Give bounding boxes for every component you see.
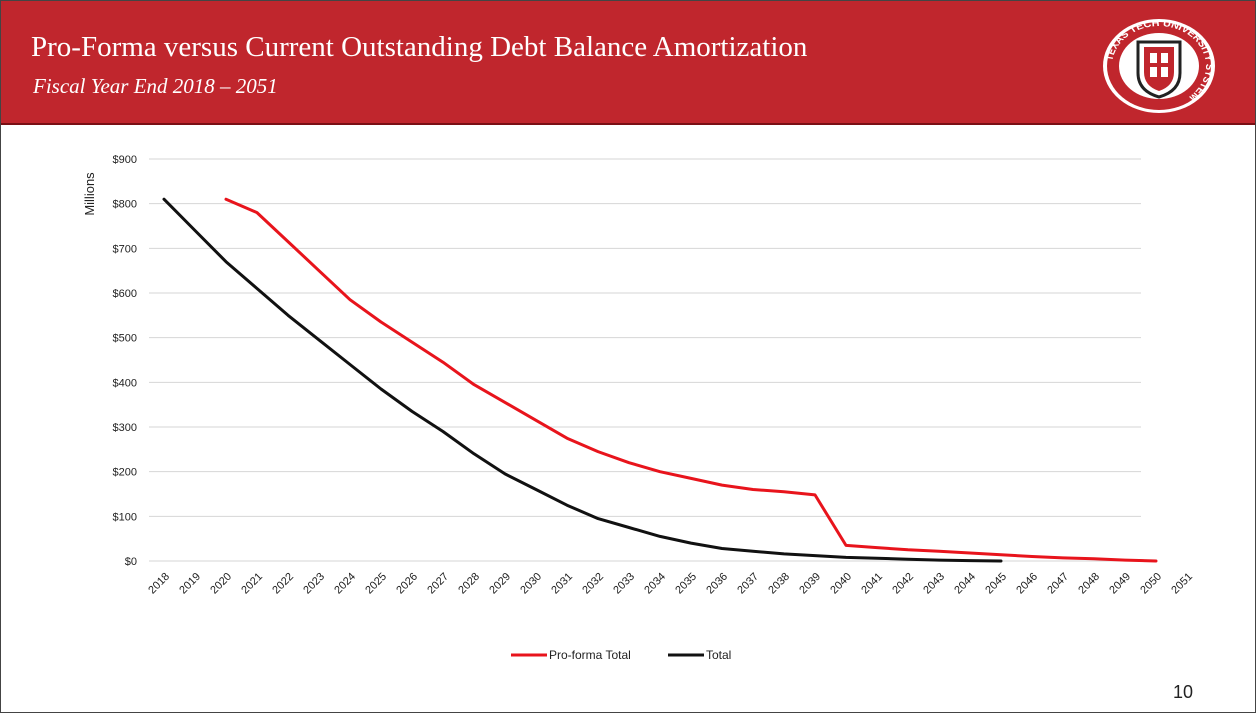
x-tick-label: 2024 — [332, 571, 358, 597]
x-tick-label: 2036 — [704, 571, 730, 597]
x-tick-label: 2044 — [952, 571, 978, 597]
y-tick-label: $500 — [113, 333, 137, 345]
page-number: 10 — [1173, 682, 1194, 702]
y-tick-label: $600 — [113, 288, 137, 300]
x-tick-label: 2026 — [394, 571, 420, 597]
x-tick-label: 2051 — [1169, 571, 1195, 597]
x-tick-label: 2050 — [1138, 571, 1164, 597]
title-banner: Pro-Forma versus Current Outstanding Deb… — [1, 1, 1255, 125]
x-tick-label: 2035 — [673, 571, 699, 597]
x-tick-label: 2025 — [363, 571, 389, 597]
y-tick-label: $100 — [113, 511, 137, 523]
legend-label-total: Total — [706, 648, 731, 662]
x-tick-label: 2028 — [456, 571, 482, 597]
x-tick-label: 2040 — [828, 571, 854, 597]
x-tick-label: 2049 — [1107, 571, 1133, 597]
x-tick-label: 2030 — [518, 571, 544, 597]
slide-title: Pro-Forma versus Current Outstanding Deb… — [31, 31, 808, 63]
x-tick-label: 2020 — [208, 571, 234, 597]
x-tick-label: 2038 — [766, 571, 792, 597]
x-tick-label: 2048 — [1076, 571, 1102, 597]
y-tick-label: $300 — [113, 422, 137, 434]
x-tick-label: 2046 — [1014, 571, 1040, 597]
x-tick-label: 2045 — [983, 571, 1009, 597]
slide-subtitle: Fiscal Year End 2018 – 2051 — [33, 74, 278, 98]
series-line-pro-forma-total — [224, 197, 1158, 563]
y-tick-label: $800 — [113, 199, 137, 211]
x-tick-label: 2018 — [146, 571, 172, 597]
y-tick-label: $0 — [125, 556, 137, 568]
x-tick-label: 2031 — [549, 571, 575, 597]
x-tick-label: 2022 — [270, 571, 296, 597]
y-tick-label: $200 — [113, 467, 137, 479]
university-seal-logo: TEXAS TECH UNIVERSITY SYSTEM — [1103, 19, 1215, 113]
x-tick-label: 2029 — [487, 571, 513, 597]
x-tick-label: 2032 — [580, 571, 606, 597]
y-tick-label: $400 — [113, 377, 137, 389]
x-tick-label: 2034 — [642, 571, 668, 597]
y-tick-label: $900 — [113, 154, 137, 166]
x-tick-label: 2037 — [735, 571, 761, 597]
x-tick-label: 2047 — [1045, 571, 1071, 597]
x-tick-label: 2023 — [301, 571, 327, 597]
y-tick-label: $700 — [113, 243, 137, 255]
x-tick-label: 2019 — [177, 571, 203, 597]
x-tick-label: 2033 — [611, 571, 637, 597]
x-tick-label: 2039 — [797, 571, 823, 597]
x-tick-label: 2021 — [239, 571, 265, 597]
x-tick-label: 2041 — [859, 571, 885, 597]
x-tick-label: 2042 — [890, 571, 916, 597]
legend-label-pro-forma-total: Pro-forma Total — [549, 648, 631, 662]
x-tick-label: 2027 — [425, 571, 451, 597]
y-axis-title: Millions — [82, 172, 97, 216]
x-tick-label: 2043 — [921, 571, 947, 597]
series-line-total — [162, 197, 1003, 563]
